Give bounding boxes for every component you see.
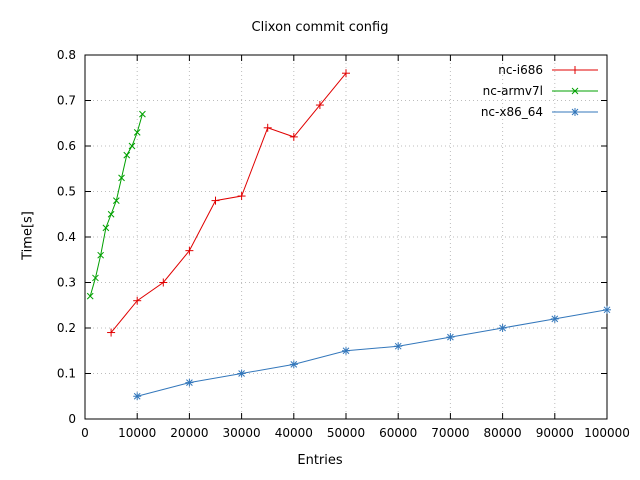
data-point-marker: [118, 174, 125, 182]
y-tick-label: 0.4: [57, 230, 76, 244]
legend-entry: nc-i686: [498, 63, 598, 77]
series-line: [110, 72, 347, 333]
data-point-marker: [237, 369, 246, 378]
data-point-marker: [237, 192, 246, 201]
x-tick-label: 40000: [275, 426, 313, 440]
data-point-marker: [289, 360, 298, 369]
x-tick-label: 90000: [536, 426, 574, 440]
x-tick-label: 100000: [584, 426, 630, 440]
data-point-marker: [133, 392, 142, 401]
y-tick-label: 0.2: [57, 321, 76, 335]
data-point-marker: [550, 314, 559, 323]
y-tick-label: 0.1: [57, 367, 76, 381]
data-point-marker: [133, 296, 142, 305]
data-point-marker: [139, 110, 146, 118]
data-point-marker: [498, 324, 507, 332]
legend-label: nc-armv7l: [483, 84, 543, 98]
x-tick-label: 20000: [170, 426, 208, 440]
series-line: [89, 114, 143, 297]
data-point-marker: [159, 278, 168, 287]
data-point-marker: [107, 328, 116, 337]
data-point-marker: [342, 69, 350, 78]
legend-entry: nc-x86_64: [481, 105, 598, 119]
data-point-marker: [315, 101, 324, 110]
data-point-marker: [289, 132, 298, 141]
data-point-marker: [342, 346, 350, 355]
chart-title: Clixon commit config: [251, 20, 389, 35]
y-tick-label: 0.5: [57, 185, 76, 199]
y-tick-label: 0.6: [57, 139, 76, 153]
data-point-marker: [185, 246, 194, 255]
y-tick-label: 0.3: [57, 276, 76, 290]
x-tick-label: 50000: [327, 426, 365, 440]
data-point-marker: [263, 123, 272, 132]
data-point-marker: [92, 274, 99, 282]
x-tick-label: 10000: [118, 426, 156, 440]
data-point-marker: [112, 197, 120, 204]
data-point-marker: [102, 224, 110, 232]
data-point-marker: [185, 378, 194, 387]
y-tick-label: 0.8: [57, 48, 76, 62]
data-point-marker: [128, 142, 136, 150]
data-point-marker: [211, 196, 220, 205]
data-point-marker: [86, 292, 94, 300]
data-point-marker: [123, 151, 131, 159]
series-line: [137, 309, 608, 397]
data-point-marker: [107, 210, 115, 218]
x-tick-label: 80000: [484, 426, 522, 440]
data-point-marker: [603, 305, 611, 314]
x-tick-label: 70000: [431, 426, 469, 440]
data-point-marker: [133, 128, 141, 136]
data-point-marker: [97, 251, 105, 259]
x-tick-label: 30000: [223, 426, 261, 440]
x-tick-label: 60000: [379, 426, 417, 440]
x-tick-label: 0: [81, 426, 89, 440]
y-tick-label: 0.7: [57, 94, 76, 108]
legend-label: nc-i686: [498, 63, 543, 77]
legend-entry: nc-armv7l: [483, 84, 598, 98]
data-point-marker: [394, 342, 403, 351]
data-point-marker: [446, 333, 455, 342]
legend-label: nc-x86_64: [481, 105, 543, 119]
y-tick-label: 0: [68, 412, 76, 426]
x-axis-label: Entries: [297, 453, 343, 468]
